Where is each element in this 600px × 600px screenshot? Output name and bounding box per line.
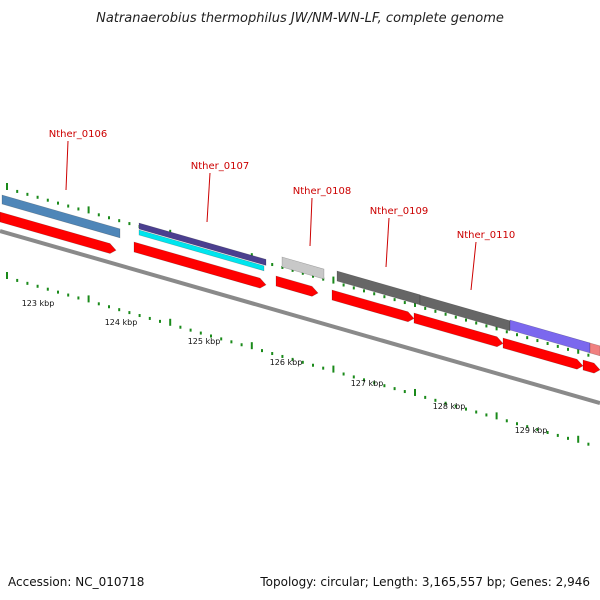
scale-label: 128 kbp [433,402,466,411]
gene-label: Nther_0107 [191,161,249,172]
gene-label: Nther_0109 [370,206,428,217]
scale-label: 129 kbp [515,426,548,435]
cds-arrow [0,211,117,254]
gene-leader-line [470,241,477,291]
labels-layer: 123 kbp 124 kbp 125 kbp 126 kbp 127 kbp 128 k… [22,129,548,435]
gene-band-nther-0110 [419,294,511,332]
gene-leader-line [206,172,211,223]
cds-arrow [133,241,267,289]
scale-label: 124 kbp [105,318,138,327]
cds-arrow [331,289,415,323]
gene-label: Nther_0108 [293,186,351,197]
gene-label: Nther_0106 [49,129,107,140]
accession-text: Accession: NC_010718 [8,575,144,589]
gene-leader-line [65,140,69,191]
cds-arrow [582,359,600,374]
cds-arrow [275,275,319,297]
scale-label: 125 kbp [188,337,221,346]
genome-backbone [0,229,600,405]
gene-leader-line [309,197,313,247]
gene-leader-line [385,217,390,268]
cds-arrow [413,312,504,348]
scale-label: 127 kbp [351,379,384,388]
features-layer [0,194,600,374]
gene-band-nther-0107 [138,222,267,266]
gene-label: Nther_0110 [457,230,515,241]
gene-band-nther-0108 [281,256,325,280]
cds-arrow [502,337,584,370]
scale-label: 123 kbp [22,299,55,308]
map-title: Natranaerobius thermophilus JW/NM-WN-LF,… [96,11,504,26]
gene-band-nther-0106 [1,194,121,239]
backbone-layer [0,229,600,405]
gene-band-nther-0107-cyan [138,229,265,272]
gene-band-partial-edge [589,342,600,357]
genome-summary-text: Topology: circular; Length: 3,165,557 bp… [259,575,590,589]
scale-label: 126 kbp [270,358,303,367]
